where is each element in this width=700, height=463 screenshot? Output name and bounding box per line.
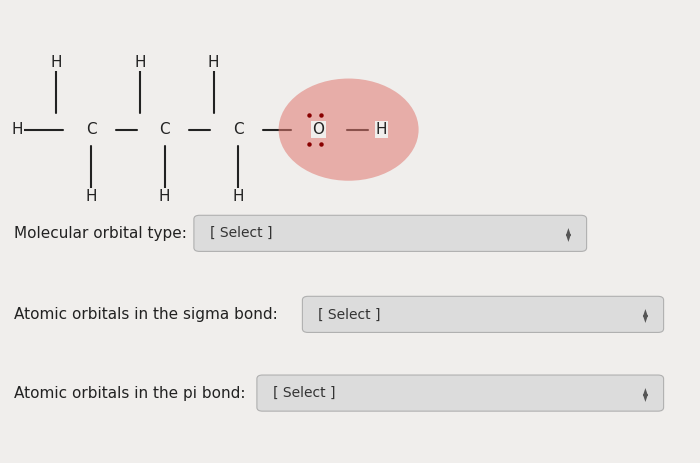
Text: ◄►: ◄► <box>640 307 650 322</box>
FancyBboxPatch shape <box>257 375 664 411</box>
Text: H: H <box>50 55 62 70</box>
Text: H: H <box>85 189 97 204</box>
FancyBboxPatch shape <box>194 215 587 251</box>
Text: [ Select ]: [ Select ] <box>210 226 272 240</box>
Ellipse shape <box>279 79 419 181</box>
FancyBboxPatch shape <box>302 296 664 332</box>
Text: C: C <box>159 122 170 137</box>
Text: H: H <box>232 189 244 204</box>
Text: H: H <box>12 122 23 137</box>
Text: H: H <box>376 122 387 137</box>
Text: H: H <box>159 189 170 204</box>
Text: Atomic orbitals in the sigma bond:: Atomic orbitals in the sigma bond: <box>14 307 278 322</box>
Text: Molecular orbital type:: Molecular orbital type: <box>14 226 187 241</box>
Text: [ Select ]: [ Select ] <box>273 386 335 400</box>
Text: O: O <box>312 122 325 137</box>
Text: H: H <box>208 55 219 70</box>
Text: ◄►: ◄► <box>640 386 650 400</box>
Text: ◄►: ◄► <box>564 226 573 241</box>
Text: [ Select ]: [ Select ] <box>318 307 381 321</box>
Text: C: C <box>232 122 244 137</box>
Text: H: H <box>134 55 146 70</box>
Text: C: C <box>85 122 97 137</box>
Text: Atomic orbitals in the pi bond:: Atomic orbitals in the pi bond: <box>14 386 246 400</box>
